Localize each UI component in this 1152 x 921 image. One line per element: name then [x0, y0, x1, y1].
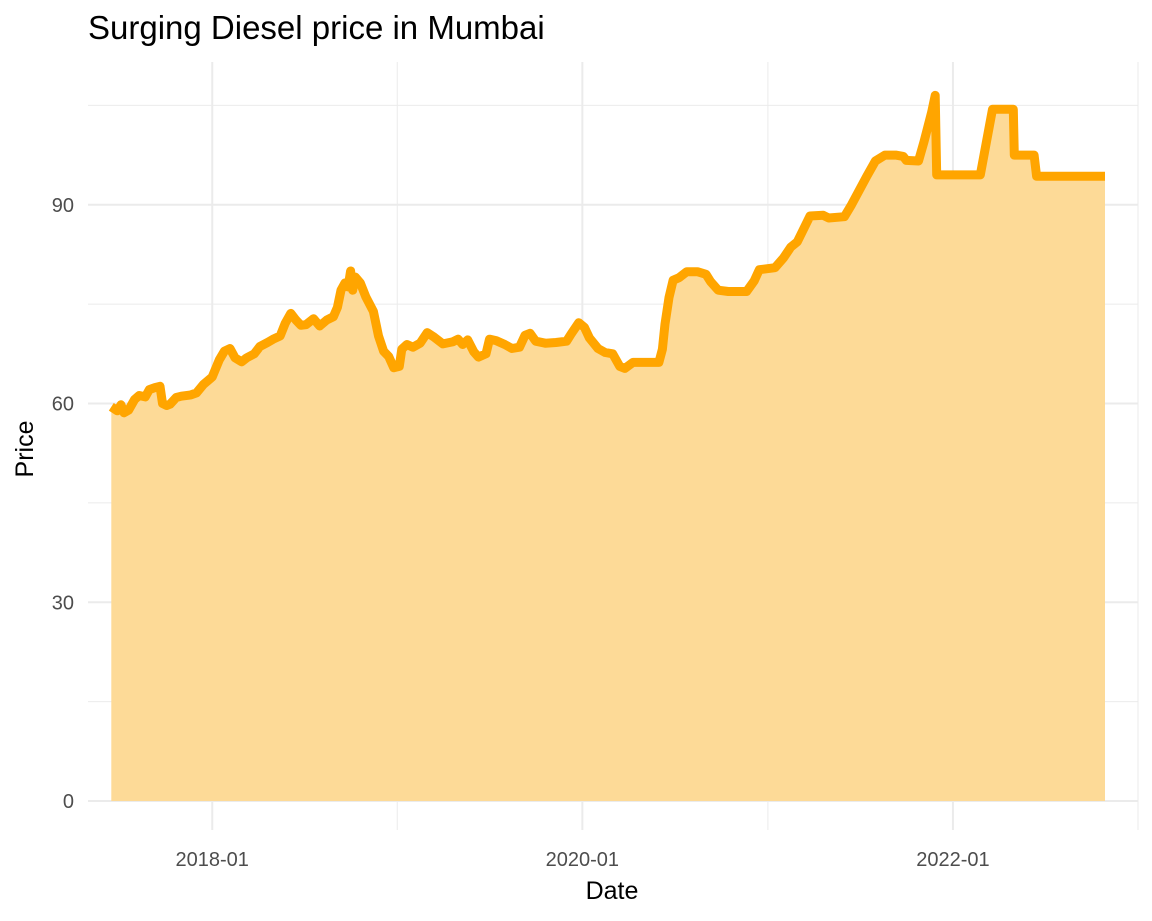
line-layer [108, 90, 1105, 418]
area-layer [111, 95, 1106, 801]
x-axis-ticks: 2018-01 2020-01 2022-01 [176, 849, 990, 871]
x-axis-title: Date [586, 877, 639, 905]
x-tick-label: 2020-01 [546, 849, 619, 871]
x-tick-label: 2018-01 [176, 849, 249, 871]
y-tick-label: 90 [52, 195, 74, 217]
y-axis-ticks: 0 30 60 90 [52, 195, 74, 813]
y-tick-label: 30 [52, 592, 74, 614]
chart-title: Surging Diesel price in Mumbai [88, 9, 545, 46]
y-tick-label: 0 [63, 791, 74, 813]
area-fill [111, 95, 1106, 801]
x-tick-label: 2022-01 [916, 849, 989, 871]
y-axis-title: Price [11, 421, 39, 478]
y-tick-label: 60 [52, 394, 74, 416]
series-line [108, 90, 1105, 418]
